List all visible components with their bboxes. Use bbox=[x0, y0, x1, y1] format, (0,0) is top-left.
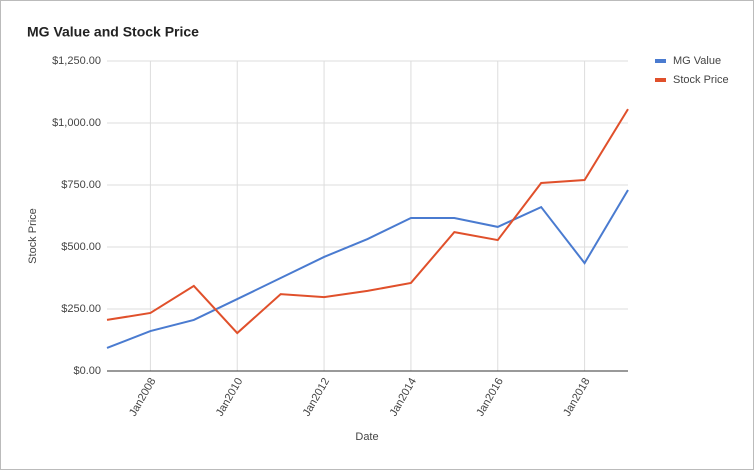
legend-label: MG Value bbox=[673, 55, 721, 67]
y-tick-label: $750.00 bbox=[61, 179, 101, 191]
y-tick-label: $0.00 bbox=[73, 365, 101, 377]
series-line bbox=[106, 108, 629, 335]
chart-title: MG Value and Stock Price bbox=[27, 24, 199, 40]
y-tick-label: $500.00 bbox=[61, 241, 101, 253]
y-axis-title: Stock Price bbox=[27, 208, 39, 264]
legend-swatch bbox=[655, 59, 666, 63]
y-tick-label: $1,000.00 bbox=[52, 117, 101, 129]
y-tick-label: $1,250.00 bbox=[52, 55, 101, 67]
legend-label: Stock Price bbox=[673, 74, 729, 86]
y-tick-label: $250.00 bbox=[61, 303, 101, 315]
series-line bbox=[106, 189, 629, 349]
x-axis-title: Date bbox=[355, 431, 378, 443]
legend-swatch bbox=[655, 78, 666, 82]
